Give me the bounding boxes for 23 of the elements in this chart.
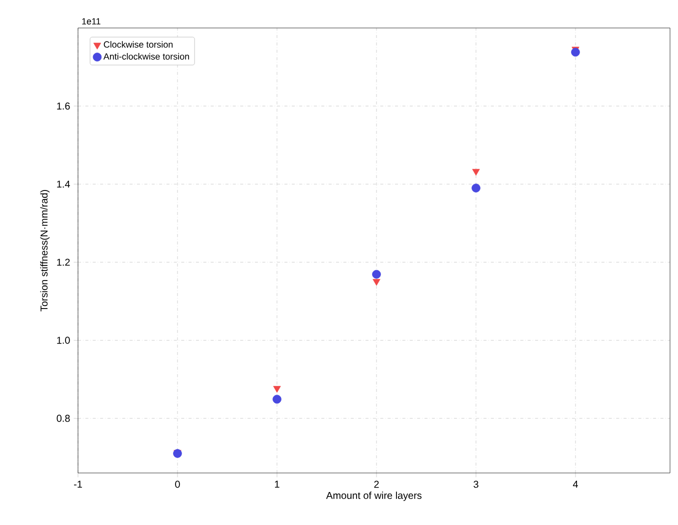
x-tick-label: 1 — [274, 480, 280, 488]
y-axis-title: Torsion stiffness(N·mm/rad) — [40, 190, 50, 312]
x-axis-title: Amount of wire layers — [326, 492, 422, 501]
point — [272, 394, 282, 404]
y-tick-label: 1.0 — [57, 336, 70, 344]
point — [472, 168, 480, 176]
point — [472, 184, 480, 192]
x-tick-label: -1 — [74, 480, 82, 488]
point — [372, 270, 381, 279]
x-tick-label: 3 — [474, 480, 478, 488]
y-tick-label: 0.8 — [56, 414, 70, 422]
point — [571, 48, 580, 57]
legend-label: Clockwise torsion — [104, 41, 173, 48]
x-tick-label: 2 — [374, 480, 379, 488]
x-tick-label: 4 — [572, 480, 578, 488]
point — [372, 279, 380, 286]
y-tick-label: 1.6 — [57, 102, 70, 110]
y-tick-label: 1.4 — [57, 180, 70, 188]
y-tick-label: 1.2 — [57, 258, 70, 266]
point — [273, 386, 281, 393]
legend-label: Anti-clockwise torsion — [103, 53, 190, 60]
x-tick-label: 0 — [175, 480, 180, 488]
text: 1e11 — [82, 18, 100, 24]
